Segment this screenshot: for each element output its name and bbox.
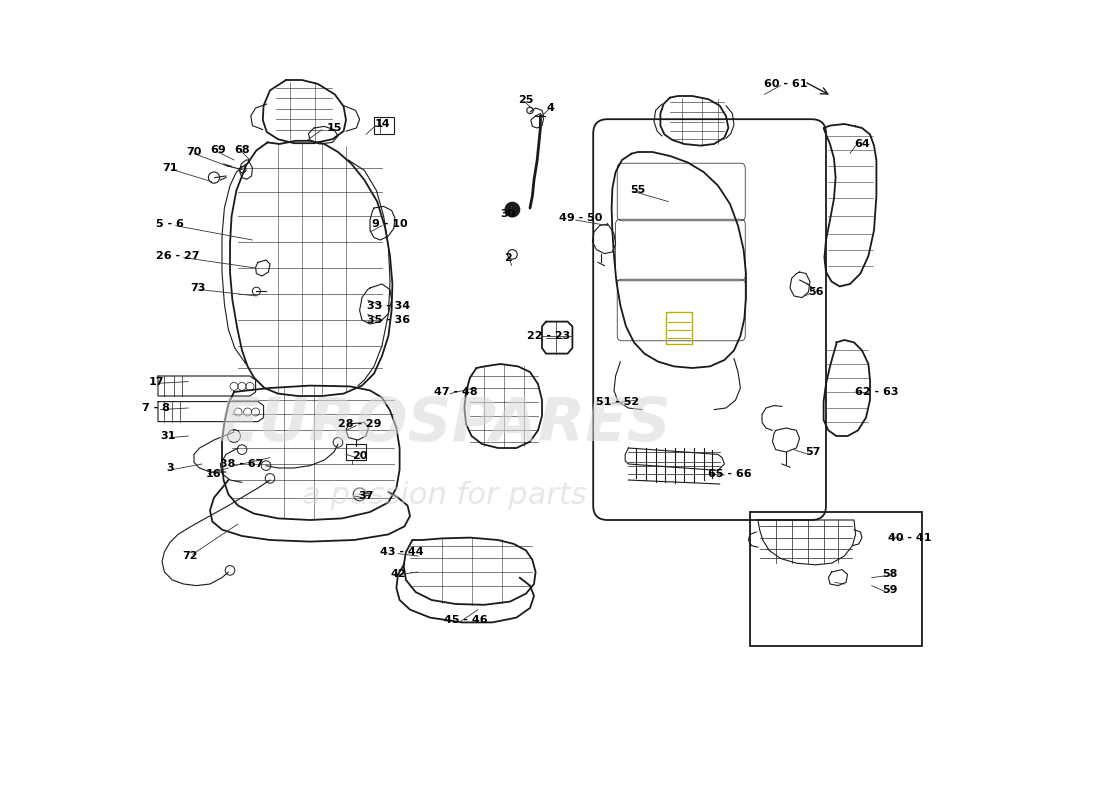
- Text: 4: 4: [546, 103, 554, 113]
- Text: 28 - 29: 28 - 29: [338, 419, 382, 429]
- Text: 59: 59: [882, 585, 898, 594]
- Text: 25: 25: [518, 95, 534, 105]
- Text: a passion for parts: a passion for parts: [302, 482, 586, 510]
- Text: 42: 42: [390, 569, 406, 578]
- Circle shape: [505, 202, 519, 217]
- Text: 58: 58: [882, 570, 898, 579]
- Text: 15: 15: [327, 123, 342, 133]
- Text: 3: 3: [166, 463, 174, 473]
- Bar: [346, 444, 366, 460]
- Text: 22 - 23: 22 - 23: [527, 331, 570, 341]
- Text: 35 - 36: 35 - 36: [366, 315, 410, 325]
- Text: 51 - 52: 51 - 52: [596, 397, 639, 406]
- Text: 2: 2: [505, 254, 513, 263]
- Text: 62 - 63: 62 - 63: [855, 387, 898, 397]
- Text: 45 - 46: 45 - 46: [444, 615, 487, 625]
- Text: 68: 68: [234, 146, 250, 155]
- Text: 69: 69: [210, 146, 225, 155]
- Bar: [374, 117, 394, 134]
- Text: 49 - 50: 49 - 50: [559, 214, 602, 223]
- Text: 55: 55: [630, 185, 646, 194]
- Text: 7 - 8: 7 - 8: [143, 403, 170, 413]
- Text: 47 - 48: 47 - 48: [433, 387, 477, 397]
- Text: EUROSPARES: EUROSPARES: [218, 394, 671, 454]
- Text: 14: 14: [374, 119, 389, 129]
- Text: 30: 30: [500, 209, 516, 218]
- Text: 16: 16: [206, 469, 222, 478]
- Text: 26 - 27: 26 - 27: [156, 251, 200, 261]
- Text: 38 - 67: 38 - 67: [220, 459, 264, 469]
- Text: 73: 73: [190, 283, 206, 293]
- Text: 40 - 41: 40 - 41: [889, 533, 932, 542]
- Text: 20: 20: [352, 451, 367, 461]
- Text: 65 - 66: 65 - 66: [708, 469, 751, 478]
- Text: 33 - 34: 33 - 34: [366, 301, 410, 310]
- Text: 72: 72: [183, 551, 198, 561]
- Text: 9 - 10: 9 - 10: [372, 219, 408, 229]
- Text: 43 - 44: 43 - 44: [381, 547, 424, 557]
- Bar: [750, 512, 922, 646]
- Text: 31: 31: [160, 431, 175, 441]
- Text: 70: 70: [186, 147, 201, 157]
- Text: 37: 37: [359, 491, 374, 501]
- Text: 57: 57: [805, 447, 821, 457]
- Text: 60 - 61: 60 - 61: [764, 79, 807, 89]
- Text: 17: 17: [148, 377, 164, 386]
- Text: 71: 71: [162, 163, 178, 173]
- Text: 5 - 6: 5 - 6: [156, 219, 184, 229]
- Text: 56: 56: [807, 287, 823, 297]
- Text: 64: 64: [854, 139, 870, 149]
